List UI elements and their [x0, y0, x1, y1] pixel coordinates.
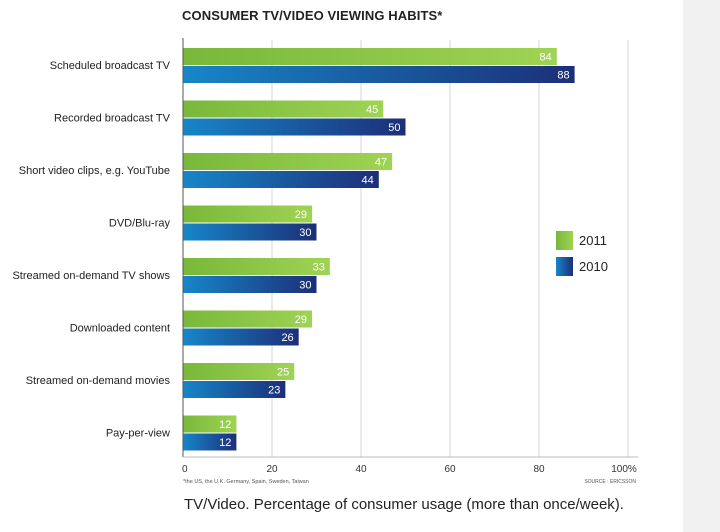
bar-2010 [183, 433, 237, 451]
chart-caption: TV/Video. Percentage of consumer usage (… [184, 496, 624, 513]
bar-value-label: 45 [366, 104, 378, 116]
legend-swatch-2010 [556, 257, 573, 276]
bar-2010 [183, 223, 317, 241]
legend-label-2011: 2011 [579, 233, 607, 248]
bar-value-label: 84 [540, 52, 552, 64]
category-label: Downloaded content [70, 323, 170, 335]
category-label: Streamed on-demand movies [26, 375, 171, 387]
bar-value-label: 88 [557, 70, 569, 82]
bar-value-label: 26 [281, 332, 293, 344]
bar-2011 [183, 310, 313, 328]
bar-2010 [183, 118, 406, 136]
category-label: Scheduled broadcast TV [50, 60, 171, 72]
x-tick-label: 80 [533, 464, 545, 475]
bar-2010 [183, 381, 286, 398]
chart-title: CONSUMER TV/VIDEO VIEWING HABITS* [182, 8, 443, 23]
x-tick-label: 60 [444, 464, 456, 475]
bar-2010 [183, 171, 379, 188]
bar-2011 [183, 205, 313, 223]
legend-swatch-2011 [556, 231, 573, 250]
category-label: Streamed on-demand TV shows [12, 270, 170, 282]
bar-2011 [183, 415, 237, 433]
bar-value-label: 30 [299, 227, 311, 239]
x-tick-label: 20 [266, 464, 278, 475]
bar-2011 [183, 100, 384, 118]
bar-2011 [183, 153, 393, 170]
category-label: DVD/Blu-ray [109, 218, 171, 230]
bar-2011 [183, 258, 330, 275]
bar-value-label: 47 [375, 157, 387, 169]
legend-label-2010: 2010 [579, 259, 608, 274]
bar-value-label: 12 [219, 437, 231, 449]
source-note: SOURCE : ERICSSON [584, 479, 636, 485]
bar-chart: 84 88 Scheduled broadcast TV 45 50 Recorded b… [12, 38, 638, 485]
bar-value-label: 50 [388, 122, 400, 134]
x-tick-label: 40 [355, 464, 367, 475]
category-label: Recorded broadcast TV [54, 113, 171, 125]
bar-value-label: 29 [295, 209, 307, 221]
bar-value-label: 33 [313, 262, 325, 274]
bar-2010 [183, 328, 299, 346]
category-label: Pay-per-view [106, 428, 170, 440]
bar-2011 [183, 48, 557, 65]
x-tick-label: 100% [611, 464, 637, 475]
bar-2010 [183, 276, 317, 293]
bar-value-label: 25 [277, 367, 289, 379]
bar-2010 [183, 66, 575, 83]
category-label: Short video clips, e.g. YouTube [19, 165, 170, 177]
footnote: *the US, the U.K. Germany, Spain, Sweden… [183, 479, 309, 485]
bar-value-label: 23 [268, 385, 280, 397]
x-tick-label: 0 [182, 464, 188, 475]
bar-value-label: 30 [299, 280, 311, 292]
bar-value-label: 29 [295, 314, 307, 326]
side-panel [683, 0, 720, 532]
bar-value-label: 12 [219, 419, 231, 431]
bar-2011 [183, 363, 295, 380]
bar-value-label: 44 [362, 175, 374, 187]
